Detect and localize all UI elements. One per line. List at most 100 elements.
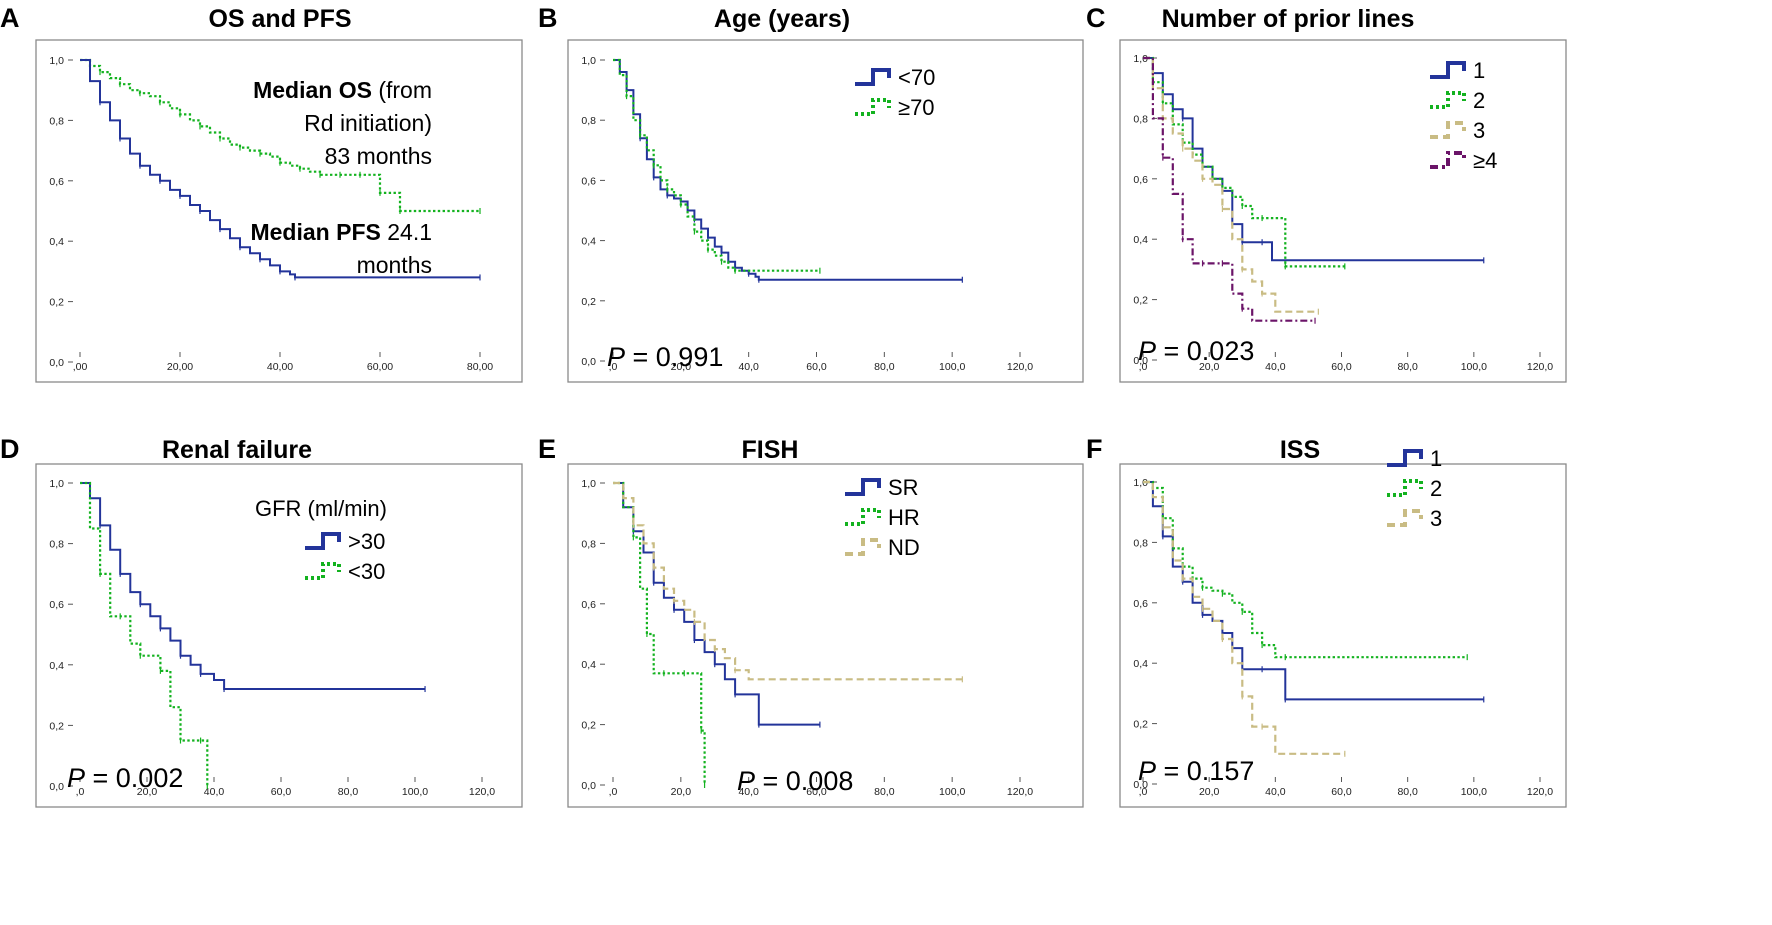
x-tick-label: 80,0 — [1397, 786, 1418, 798]
series-line-≥70 — [613, 58, 820, 272]
p-symbol: P — [1138, 336, 1156, 366]
legend-label: <30 — [348, 559, 385, 584]
legend-label: 3 — [1430, 506, 1442, 531]
x-tick-label: ,0 — [76, 786, 85, 798]
x-tick-label: 60,0 — [806, 361, 827, 373]
x-tick-label: 80,00 — [467, 361, 493, 373]
legend-label: 2 — [1473, 88, 1485, 113]
series-line-3 — [1143, 56, 1319, 313]
x-tick-label: 20,0 — [137, 786, 158, 798]
panel-letter: E — [538, 434, 556, 464]
x-tick-label: 40,0 — [738, 361, 759, 373]
series-line-PFS — [80, 59, 480, 279]
x-tick-label: 100,0 — [402, 786, 428, 798]
x-tick-label: ,0 — [609, 786, 618, 798]
series-line-2 — [1143, 480, 1468, 659]
x-tick-label: 40,0 — [1265, 786, 1286, 798]
panel-e: E FISH 0,0 0,2 0,4 0,6 0,8 1,0 ,0 20,0 40,0 60,0 80,… — [538, 434, 1084, 808]
x-tick-label: 120,0 — [1007, 786, 1033, 798]
y-tick-label: 0,6 — [581, 175, 596, 187]
p-value: P = 0.157 — [1138, 756, 1254, 786]
p-value: P = 0.023 — [1138, 336, 1254, 366]
p-value-number: = 0.008 — [755, 766, 853, 796]
legend-key — [855, 98, 891, 116]
y-tick-label: 0,8 — [1133, 537, 1148, 549]
legend-key — [1387, 509, 1423, 527]
y-tick-label: 0,4 — [1133, 234, 1148, 246]
legend-key — [1387, 479, 1423, 497]
y-tick-label: 1,0 — [581, 478, 596, 490]
y-tick-label: 0,6 — [49, 599, 64, 611]
panel-title: Renal failure — [162, 436, 312, 464]
legend-key — [855, 68, 891, 86]
plot-frame — [35, 463, 523, 808]
y-tick-label: 0,6 — [1133, 598, 1148, 610]
x-tick-label: 120,0 — [1527, 361, 1553, 373]
y-tick-label: 0,4 — [581, 236, 596, 248]
annotation-text: Rd initiation) — [304, 110, 432, 136]
y-tick-label: 0,0 — [581, 780, 596, 792]
series-line-2 — [1143, 56, 1345, 268]
legend-key — [1430, 121, 1466, 139]
x-tick-label: 40,0 — [738, 786, 759, 798]
y-tick-label: 1,0 — [1133, 477, 1148, 489]
panel-a: A OS and PFS 0,0 0,2 0,4 0,6 0,8 1,0 ,00 20,00 40,… — [0, 3, 523, 383]
median-annotation: Median PFS 24.1 — [250, 219, 432, 245]
plot-frame — [1119, 39, 1567, 383]
y-tick-label: 0,0 — [49, 781, 64, 793]
y-tick-label: 0,0 — [1133, 355, 1148, 367]
median-annotation: 83 months — [325, 143, 432, 169]
x-tick-label: 80,0 — [1397, 361, 1418, 373]
y-tick-label: 0,8 — [581, 538, 596, 550]
x-tick-label: 40,0 — [204, 786, 225, 798]
annotation-bold: Median PFS — [250, 219, 380, 245]
y-tick-label: 0,2 — [49, 720, 64, 732]
plot-frame — [567, 463, 1084, 808]
legend-key — [845, 508, 881, 526]
x-tick-label: ,0 — [1139, 361, 1148, 373]
panel-title: Number of prior lines — [1162, 5, 1415, 33]
legend-key — [1430, 61, 1466, 79]
legend-label: 1 — [1430, 446, 1442, 471]
legend-label: >30 — [348, 529, 385, 554]
p-value-number: = 0.991 — [625, 342, 723, 372]
y-tick-label: 0,0 — [581, 356, 596, 368]
x-tick-label: 80,0 — [338, 786, 359, 798]
x-tick-label: 100,0 — [1461, 786, 1487, 798]
x-tick-label: 60,0 — [806, 786, 827, 798]
y-tick-label: 0,6 — [581, 599, 596, 611]
plot-frame — [567, 39, 1084, 383]
legend-key — [1430, 151, 1466, 169]
y-tick-label: 0,8 — [1133, 113, 1148, 125]
panel-title: Age (years) — [714, 5, 850, 33]
median-annotation: months — [357, 252, 432, 278]
panel-f: F ISS 0,0 0,2 0,4 0,6 0,8 1,0 ,0 20,0 40,0 60,0 80,0… — [1086, 434, 1567, 808]
annotation-text: (from — [372, 77, 432, 103]
y-tick-label: 1,0 — [49, 478, 64, 490]
x-tick-label: 20,0 — [1199, 786, 1220, 798]
x-tick-label: 100,0 — [939, 786, 965, 798]
plot-frame — [1119, 463, 1567, 808]
legend-key — [1430, 91, 1466, 109]
series-line-<70 — [613, 59, 963, 281]
x-tick-label: 20,0 — [1199, 361, 1220, 373]
legend-label: ND — [888, 535, 920, 560]
p-value-number: = 0.023 — [1156, 336, 1254, 366]
y-tick-label: 0,2 — [1133, 295, 1148, 307]
p-value: P = 0.991 — [607, 342, 723, 372]
y-tick-label: 0,2 — [581, 720, 596, 732]
y-tick-label: 0,2 — [581, 296, 596, 308]
x-tick-label: 60,00 — [367, 361, 393, 373]
x-tick-label: 40,00 — [267, 361, 293, 373]
median-annotation: Rd initiation) — [304, 110, 432, 136]
series-line-1 — [1143, 57, 1484, 262]
annotation-text: months — [357, 252, 432, 278]
y-tick-label: 0,4 — [49, 236, 64, 248]
panel-letter: C — [1086, 3, 1106, 33]
legend-key — [305, 532, 341, 550]
p-symbol: P — [1138, 756, 1156, 786]
x-tick-label: 20,0 — [671, 361, 692, 373]
legend-label: ≥70 — [898, 95, 935, 120]
x-tick-label: 20,0 — [671, 786, 692, 798]
